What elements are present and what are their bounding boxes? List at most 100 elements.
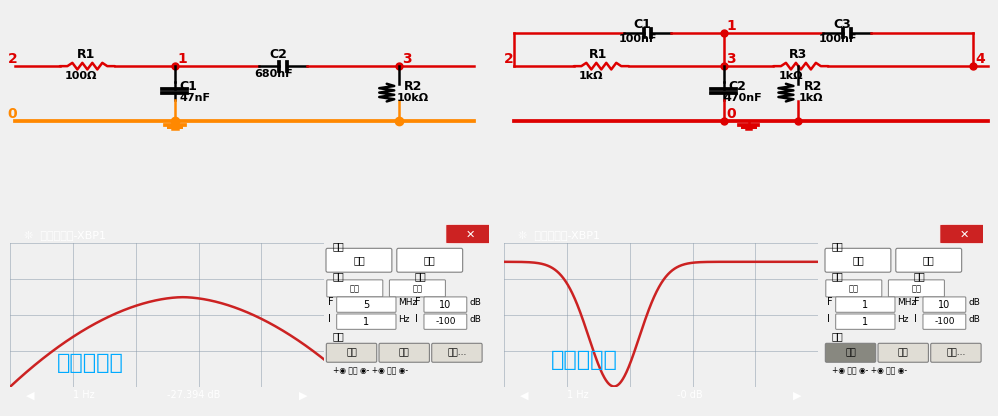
Text: 1 Hz: 1 Hz — [73, 390, 95, 400]
Text: -0 dB: -0 dB — [677, 390, 703, 400]
Text: I: I — [415, 314, 418, 324]
Text: 幅度: 幅度 — [852, 255, 864, 265]
Text: Hz: Hz — [897, 314, 909, 324]
FancyBboxPatch shape — [825, 248, 891, 272]
Text: 10: 10 — [938, 300, 950, 310]
Text: MHz: MHz — [897, 297, 917, 307]
Text: 设置...: 设置... — [946, 348, 966, 357]
Text: 3: 3 — [402, 52, 411, 66]
Text: 反向: 反向 — [845, 348, 856, 357]
Text: 1: 1 — [862, 317, 868, 327]
Text: dB: dB — [968, 297, 980, 307]
Text: ▶: ▶ — [793, 390, 801, 400]
FancyBboxPatch shape — [326, 280, 383, 297]
Text: 对数: 对数 — [350, 284, 360, 293]
Text: 带通滤波器: 带通滤波器 — [57, 353, 124, 373]
Text: 反向: 反向 — [346, 348, 357, 357]
Text: C2: C2 — [269, 48, 287, 62]
Text: 模式: 模式 — [332, 241, 344, 252]
Text: 470nF: 470nF — [724, 94, 762, 104]
Text: R3: R3 — [788, 48, 806, 62]
Text: F: F — [826, 297, 832, 307]
Text: 3: 3 — [727, 52, 736, 66]
Text: 0: 0 — [727, 107, 736, 121]
FancyBboxPatch shape — [888, 280, 944, 297]
Text: C3: C3 — [833, 17, 851, 30]
Text: 模式: 模式 — [831, 241, 843, 252]
Text: dB: dB — [469, 297, 481, 307]
FancyBboxPatch shape — [835, 314, 895, 329]
Text: ✕: ✕ — [959, 230, 968, 240]
Text: 控制: 控制 — [332, 331, 344, 341]
FancyBboxPatch shape — [326, 343, 376, 362]
Text: 水平: 水平 — [332, 271, 344, 281]
Text: 10: 10 — [439, 300, 451, 310]
Text: 1: 1 — [178, 52, 187, 66]
Text: 0: 0 — [8, 107, 17, 121]
Text: R2: R2 — [404, 80, 422, 94]
Text: F: F — [914, 297, 919, 307]
FancyBboxPatch shape — [389, 280, 445, 297]
Text: 1: 1 — [727, 19, 736, 33]
Text: 100nF: 100nF — [619, 34, 657, 44]
FancyBboxPatch shape — [825, 280, 882, 297]
Text: I: I — [826, 314, 829, 324]
Text: Hz: Hz — [398, 314, 410, 324]
Text: C1: C1 — [180, 80, 198, 94]
FancyBboxPatch shape — [326, 248, 392, 272]
Text: ❊  波特图示仪-XBP1: ❊ 波特图示仪-XBP1 — [24, 230, 107, 240]
Text: C2: C2 — [729, 80, 747, 94]
Text: 680nF: 680nF — [254, 69, 293, 79]
FancyBboxPatch shape — [923, 314, 966, 329]
FancyBboxPatch shape — [446, 224, 494, 244]
FancyBboxPatch shape — [896, 248, 962, 272]
Text: 4: 4 — [976, 52, 985, 66]
FancyBboxPatch shape — [923, 297, 966, 312]
Text: 相位: 相位 — [424, 255, 435, 265]
FancyBboxPatch shape — [379, 343, 429, 362]
Text: +◉ 输入 ◉- +◉ 输出 ◉-: +◉ 输入 ◉- +◉ 输出 ◉- — [332, 366, 408, 375]
Text: ◀: ◀ — [26, 390, 34, 400]
Text: dB: dB — [968, 314, 980, 324]
Text: 2: 2 — [8, 52, 17, 66]
Text: 1 Hz: 1 Hz — [567, 390, 589, 400]
Text: 1: 1 — [363, 317, 369, 327]
Text: 47nF: 47nF — [180, 94, 211, 104]
Text: 水平: 水平 — [831, 271, 843, 281]
Text: -100: -100 — [435, 317, 456, 326]
Text: ◀: ◀ — [520, 390, 528, 400]
Text: 100Ω: 100Ω — [65, 72, 97, 82]
Text: 2: 2 — [504, 52, 514, 66]
Text: 带阻滤波器: 带阻滤波器 — [551, 350, 618, 370]
FancyBboxPatch shape — [397, 248, 463, 272]
FancyBboxPatch shape — [878, 343, 928, 362]
FancyBboxPatch shape — [424, 314, 467, 329]
Text: ✕: ✕ — [465, 230, 474, 240]
FancyBboxPatch shape — [432, 343, 482, 362]
Text: 100nF: 100nF — [818, 34, 856, 44]
Text: -27.394 dB: -27.394 dB — [167, 390, 221, 400]
Text: C1: C1 — [634, 17, 652, 30]
FancyBboxPatch shape — [835, 297, 895, 312]
Text: 控制: 控制 — [831, 331, 843, 341]
FancyBboxPatch shape — [424, 297, 467, 312]
Text: 垂直: 垂直 — [914, 271, 926, 281]
Text: 垂直: 垂直 — [415, 271, 427, 281]
Text: 设置...: 设置... — [447, 348, 467, 357]
Text: 5: 5 — [363, 300, 369, 310]
FancyBboxPatch shape — [931, 343, 981, 362]
Text: 线性: 线性 — [412, 284, 422, 293]
Text: -100: -100 — [934, 317, 955, 326]
Text: dB: dB — [469, 314, 481, 324]
Text: 保存: 保存 — [399, 348, 409, 357]
FancyBboxPatch shape — [940, 224, 988, 244]
Text: 对数: 对数 — [849, 284, 859, 293]
Text: MHz: MHz — [398, 297, 418, 307]
Text: F: F — [415, 297, 420, 307]
Text: 10kΩ: 10kΩ — [397, 94, 429, 104]
Text: ▶: ▶ — [299, 390, 307, 400]
Text: 1kΩ: 1kΩ — [798, 94, 823, 104]
FancyBboxPatch shape — [336, 297, 396, 312]
Text: 相位: 相位 — [923, 255, 934, 265]
Text: 线性: 线性 — [911, 284, 921, 293]
